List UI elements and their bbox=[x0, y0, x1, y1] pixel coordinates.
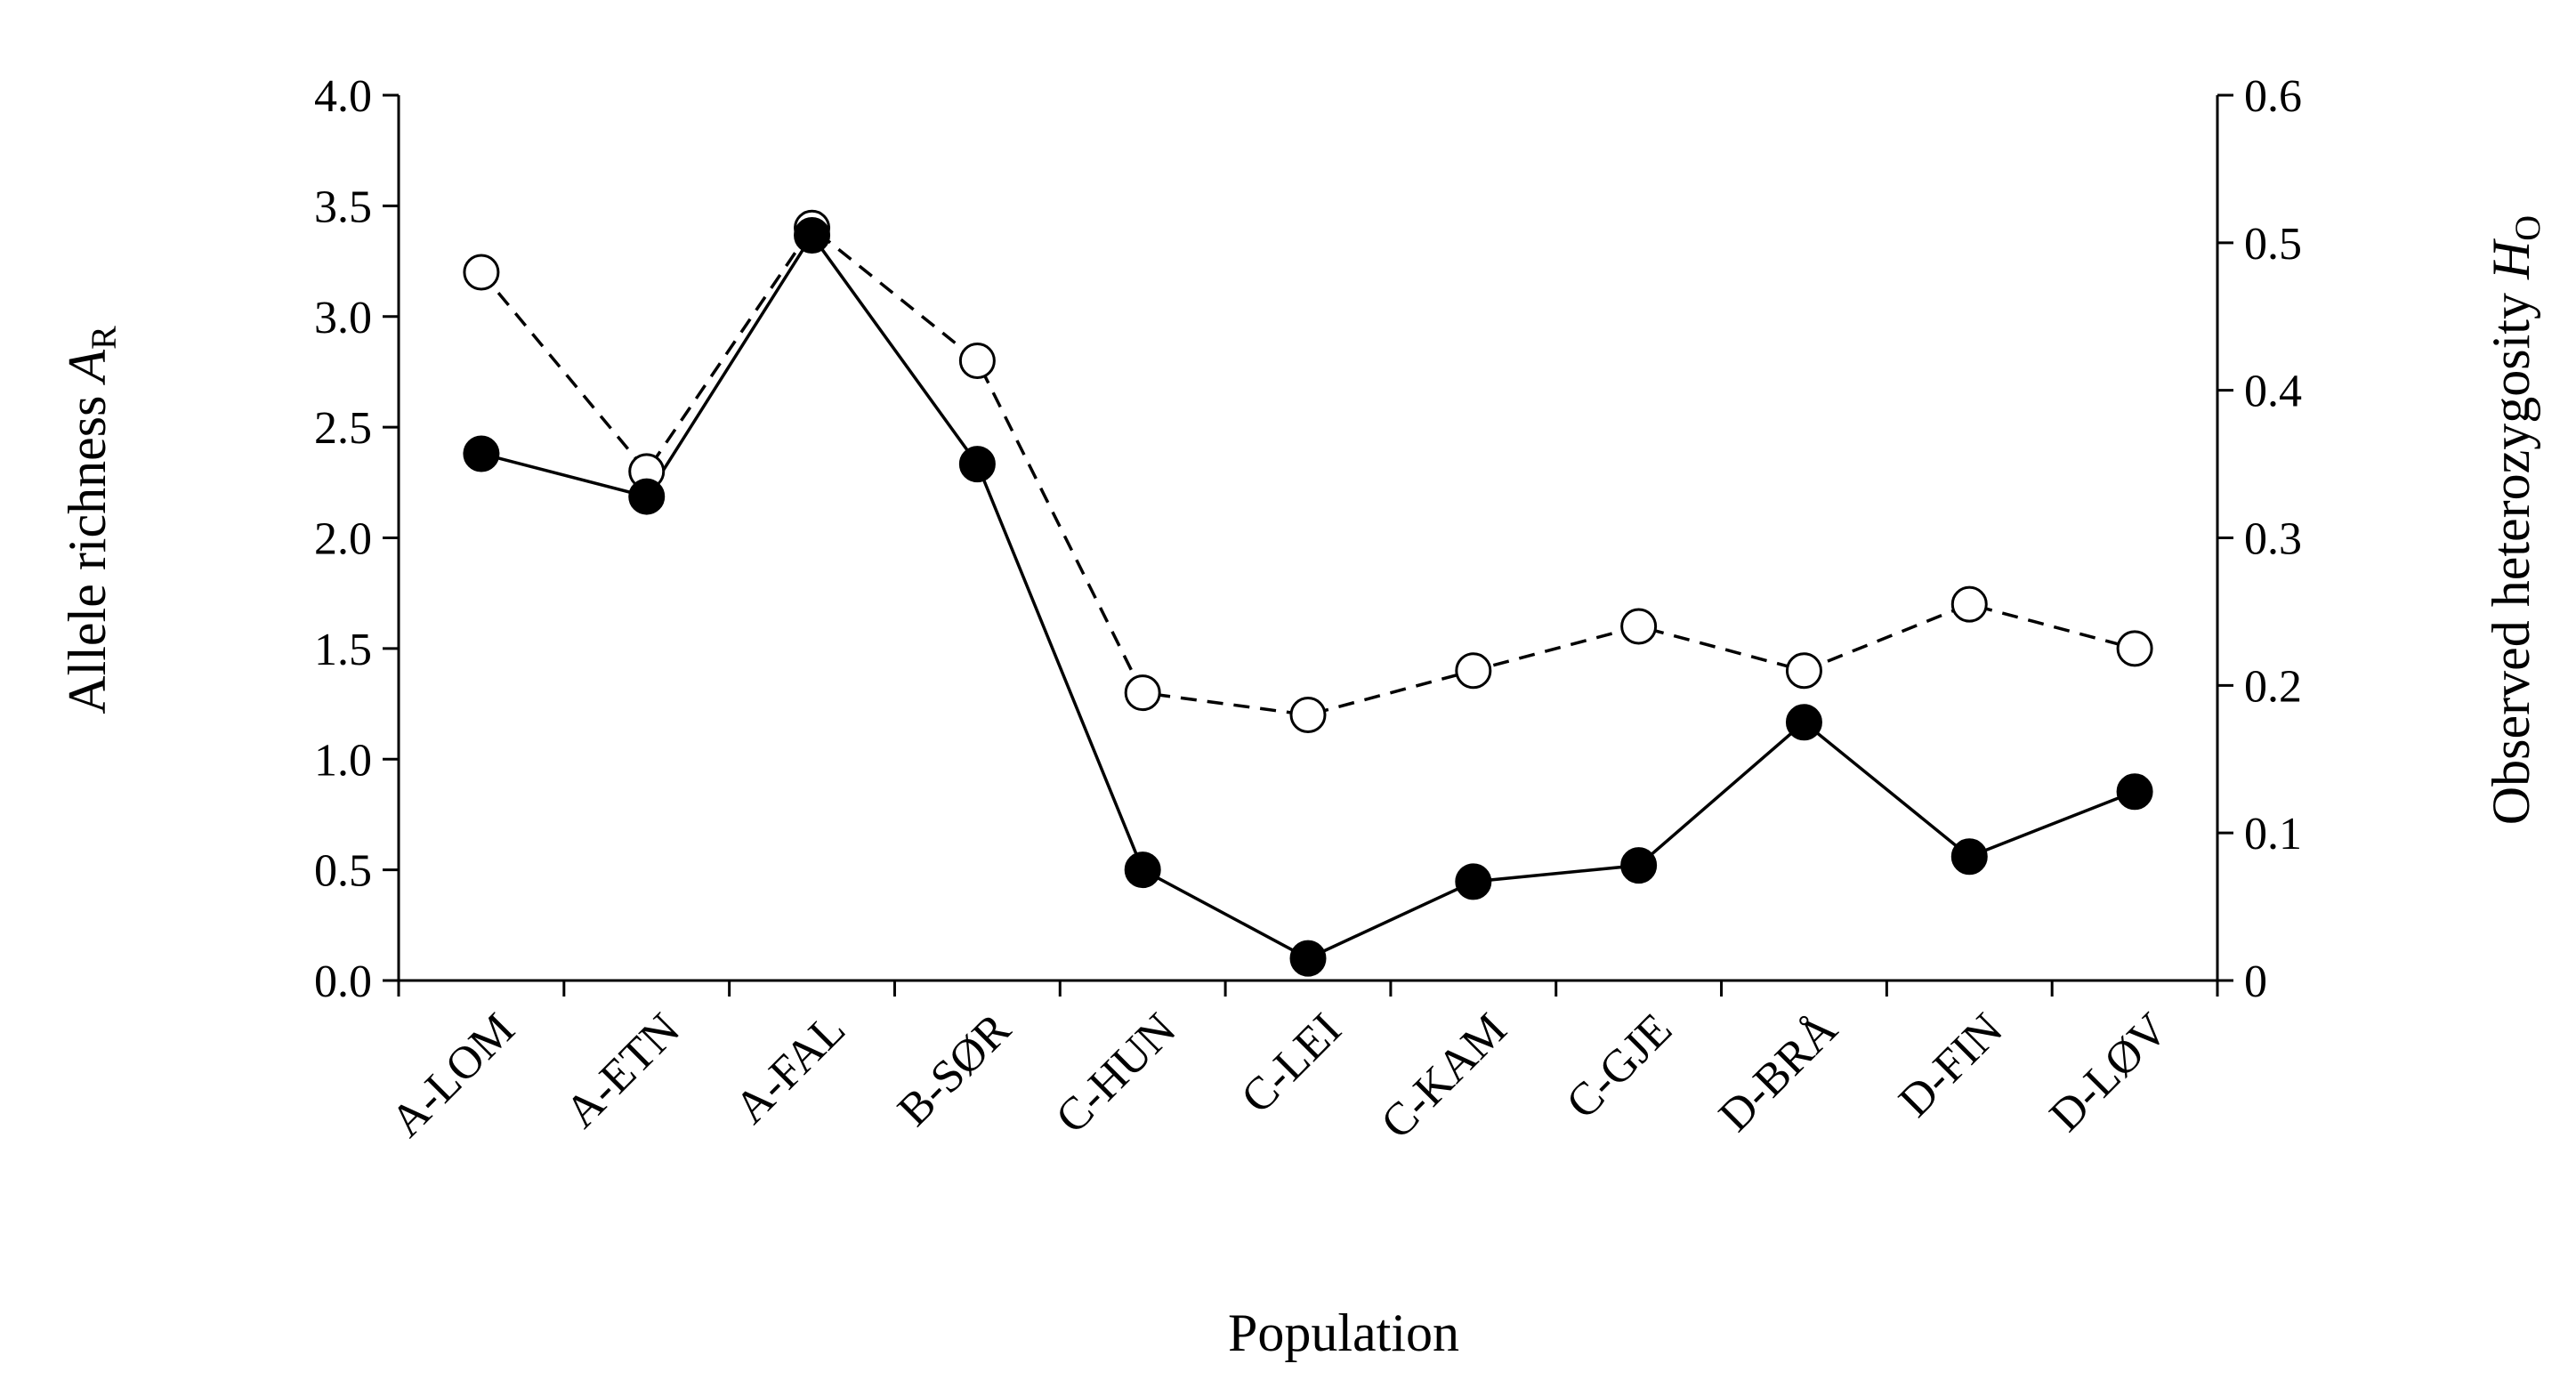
category-label: D-LØV bbox=[2040, 1004, 2178, 1142]
heterozygosity-point bbox=[1950, 838, 1988, 876]
left-tick-label: 2.0 bbox=[314, 514, 372, 565]
allele-richness-point bbox=[958, 343, 996, 379]
right-tick-label: 0.1 bbox=[2244, 809, 2302, 859]
right-tick-label: 0.5 bbox=[2244, 219, 2302, 270]
allele-richness-point bbox=[2116, 630, 2153, 667]
heterozygosity-point bbox=[1620, 847, 1658, 884]
right-tick-label: 0.2 bbox=[2244, 661, 2302, 712]
category-label: B-SØR bbox=[888, 1004, 1021, 1136]
category-label: D-FIN bbox=[1889, 1004, 2012, 1126]
left-tick-label: 4.0 bbox=[314, 71, 372, 122]
left-tick-label: 1.5 bbox=[314, 625, 372, 675]
left-tick-label: 2.5 bbox=[314, 403, 372, 454]
right-tick-label: 0.4 bbox=[2244, 367, 2302, 417]
heterozygosity-point bbox=[1124, 851, 1161, 889]
category-label: C-GJE bbox=[1557, 1004, 1682, 1128]
left-tick-label: 3.5 bbox=[314, 182, 372, 232]
heterozygosity-point bbox=[628, 478, 666, 515]
heterozygosity-point bbox=[1455, 863, 1492, 900]
left-axis-title: Allele richness AR bbox=[58, 326, 124, 714]
series-layer bbox=[463, 209, 2153, 977]
category-label: A-LOM bbox=[382, 1004, 525, 1147]
allele-richness-point bbox=[1289, 697, 1327, 733]
right-tick-label: 0.6 bbox=[2244, 71, 2302, 122]
category-label: D-BRÅ bbox=[1709, 1004, 1847, 1142]
heterozygosity-point bbox=[1289, 940, 1327, 977]
allele-richness-point bbox=[1620, 608, 1658, 645]
category-label: A-ETN bbox=[556, 1004, 690, 1138]
category-label: C-KAM bbox=[1371, 1004, 1516, 1149]
left-tick-label: 1.0 bbox=[314, 735, 372, 786]
series-line-heterozygosity bbox=[480, 232, 2136, 961]
allele-richness-point bbox=[1124, 674, 1161, 712]
category-label: C-HUN bbox=[1046, 1004, 1186, 1143]
right-axis-title: Observed heterozygosity HO bbox=[2482, 215, 2548, 825]
x-axis-title: Population bbox=[1228, 1303, 1459, 1362]
heterozygosity-point bbox=[794, 217, 831, 254]
left-tick-label: 3.0 bbox=[314, 293, 372, 343]
heterozygosity-point bbox=[2116, 773, 2153, 811]
allele-richness-point bbox=[1785, 652, 1822, 690]
axes bbox=[383, 93, 2233, 997]
right-tick-label: 0.3 bbox=[2244, 514, 2302, 565]
left-tick-label: 0.5 bbox=[314, 846, 372, 897]
allele-richness-point bbox=[463, 254, 500, 291]
category-label: A-FAL bbox=[725, 1004, 855, 1134]
heterozygosity-point bbox=[463, 435, 500, 472]
allele-richness-point bbox=[1455, 652, 1492, 690]
right-tick-label: 0 bbox=[2244, 956, 2267, 1007]
heterozygosity-point bbox=[1785, 704, 1822, 741]
left-tick-label: 0.0 bbox=[314, 956, 372, 1007]
heterozygosity-point bbox=[958, 446, 996, 483]
series-line-allele-richness bbox=[480, 225, 2136, 717]
allele-richness-point bbox=[1950, 585, 1988, 623]
category-label: C-LEI bbox=[1231, 1004, 1351, 1123]
